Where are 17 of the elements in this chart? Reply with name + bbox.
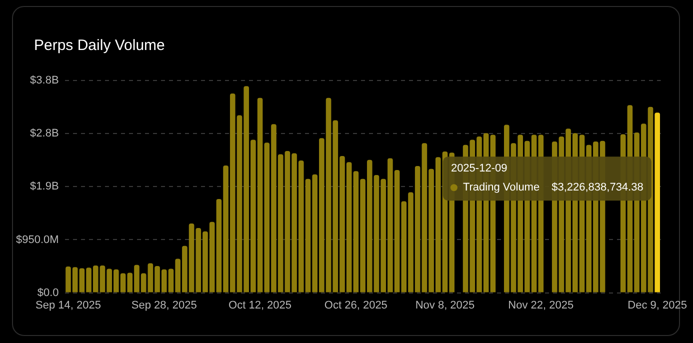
y-tick-label: $1.9B — [30, 180, 59, 193]
chart-title: Perps Daily Volume — [34, 37, 165, 54]
x-tick-label: Oct 26, 2025 — [324, 299, 388, 312]
y-tick-label: $2.8B — [30, 128, 59, 140]
y-tick-label: $3.8B — [30, 74, 59, 87]
x-tick-label: Sep 14, 2025 — [36, 299, 101, 312]
x-tick-label: Sep 28, 2025 — [131, 299, 197, 312]
annotation: $3,226,838,734.38 — [552, 182, 644, 194]
x-tick-label: Nov 22, 2025 — [508, 299, 574, 312]
x-tick-label: Dec 9, 2025 — [628, 299, 688, 312]
legend-label: Trading Volume — [462, 182, 540, 194]
x-tick-label: Oct 12, 2025 — [228, 299, 292, 312]
bar — [654, 112, 660, 292]
annotation: 2025-12-09 — [450, 162, 508, 175]
y-tick-label: $0.0 — [37, 286, 59, 299]
x-tick-label: Nov 8, 2025 — [415, 299, 475, 312]
y-tick-label: $950.0M — [16, 234, 59, 246]
